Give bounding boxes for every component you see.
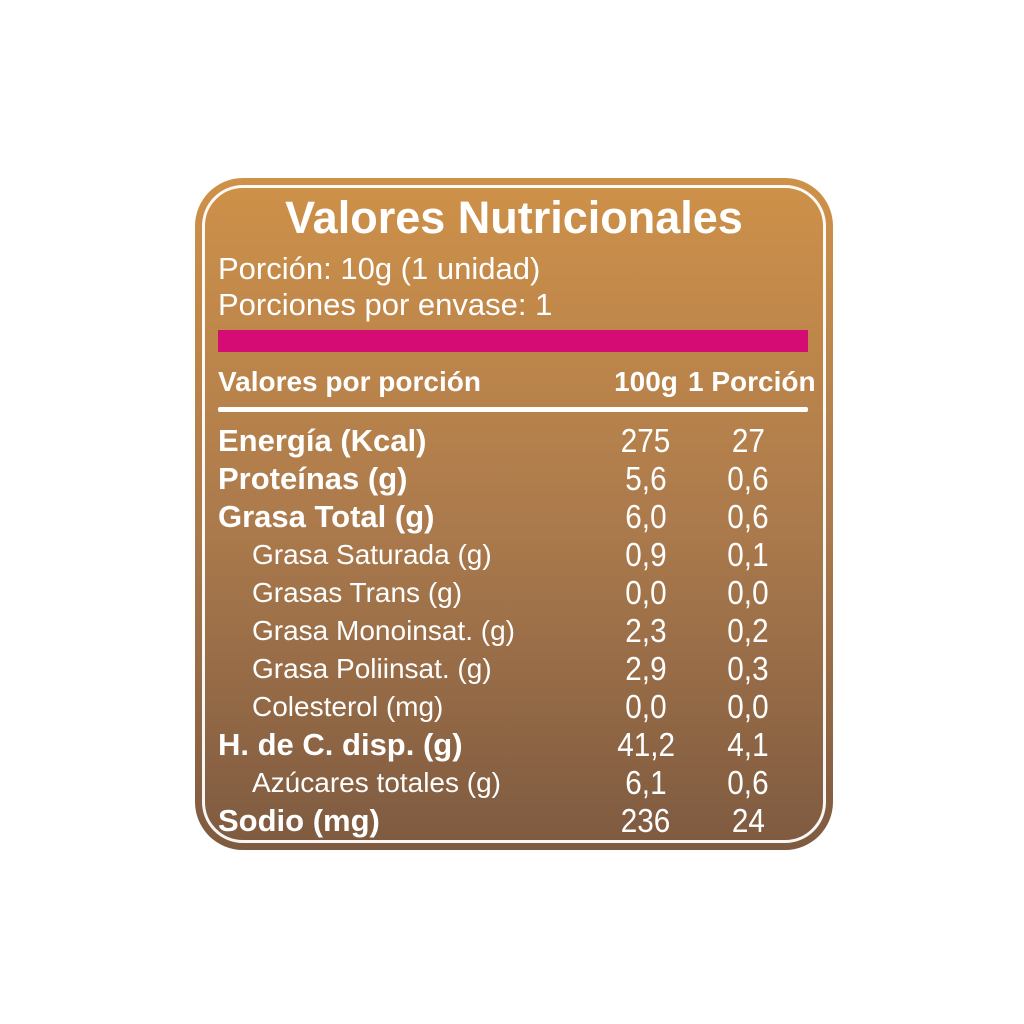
table-body: Energía (Kcal) 275 27 Proteínas (g) 5,6 0,6 Gr…: [218, 422, 808, 840]
value-text: 0,6: [727, 764, 769, 801]
nutrient-row: Grasas Trans (g) 0,0 0,0: [218, 574, 808, 612]
value-text: 27: [731, 422, 765, 459]
nutrient-name: Azúcares totales (g): [252, 767, 501, 798]
nutrient-row: Grasa Monoinsat. (g) 2,3 0,2: [218, 612, 808, 650]
nutrient-value-100g: 275: [604, 422, 688, 460]
value-text: 4,1: [727, 726, 769, 763]
value-text: 0,0: [625, 688, 667, 725]
nutrient-value-100g: 2,3: [604, 612, 688, 650]
nutrient-value-portion: 24: [688, 802, 808, 840]
value-text: 275: [621, 422, 671, 459]
nutrient-value-100g: 0,9: [604, 536, 688, 574]
nutrient-value-portion: 0,6: [688, 460, 808, 498]
value-text: 0,0: [625, 574, 667, 611]
table-header-label: Valores por porción: [218, 366, 481, 397]
value-text: 6,1: [625, 764, 667, 801]
nutrient-value-portion: 0,0: [688, 574, 808, 612]
value-text: 0,2: [727, 612, 769, 649]
nutrient-value-100g: 0,0: [604, 688, 688, 726]
nutrient-row: Grasa Poliinsat. (g) 2,9 0,3: [218, 650, 808, 688]
value-text: 24: [731, 802, 765, 839]
nutrient-name: Grasa Poliinsat. (g): [252, 653, 492, 684]
nutrient-row: Grasa Total (g) 6,0 0,6: [218, 498, 808, 536]
nutrient-name: Proteínas (g): [218, 461, 408, 496]
nutrition-table: Valores por porción 100g 1 Porción Energ…: [195, 366, 833, 840]
nutrient-value-portion: 0,1: [688, 536, 808, 574]
value-text: 0,6: [727, 460, 769, 497]
nutrient-name: H. de C. disp. (g): [218, 727, 463, 762]
nutrient-name: Energía (Kcal): [218, 423, 427, 458]
servings-per-container-line: Porciones por envase: 1: [218, 287, 553, 322]
value-text: 6,0: [625, 498, 667, 535]
value-text: 0,0: [727, 688, 769, 725]
nutrient-row: Colesterol (mg) 0,0 0,0: [218, 688, 808, 726]
value-text: 5,6: [625, 460, 667, 497]
serving-info: Porción: 10g (1 unidad) Porciones por en…: [195, 242, 833, 323]
nutrient-row: Sodio (mg) 236 24: [218, 802, 808, 840]
nutrient-value-100g: 5,6: [604, 460, 688, 498]
value-text: 0,0: [727, 574, 769, 611]
nutrient-name: Colesterol (mg): [252, 691, 444, 722]
nutrient-name: Grasa Saturada (g): [252, 539, 492, 570]
nutrient-name: Grasa Monoinsat. (g): [252, 615, 515, 646]
nutrient-value-100g: 0,0: [604, 574, 688, 612]
nutrient-name: Grasa Total (g): [218, 499, 435, 534]
nutrient-value-portion: 27: [688, 422, 808, 460]
value-text: 2,9: [625, 650, 667, 687]
value-text: 0,9: [625, 536, 667, 573]
nutrient-value-100g: 6,0: [604, 498, 688, 536]
nutrient-row: Grasa Saturada (g) 0,9 0,1: [218, 536, 808, 574]
nutrient-row: Proteínas (g) 5,6 0,6: [218, 460, 808, 498]
nutrient-value-portion: 4,1: [688, 726, 808, 764]
nutrient-value-100g: 2,9: [604, 650, 688, 688]
nutrient-value-portion: 0,3: [688, 650, 808, 688]
table-header-col-portion: 1 Porción: [688, 366, 816, 397]
value-text: 0,3: [727, 650, 769, 687]
nutrient-value-portion: 0,6: [688, 498, 808, 536]
nutrient-value-portion: 0,6: [688, 764, 808, 802]
nutrition-label-card: Valores Nutricionales Porción: 10g (1 un…: [195, 178, 833, 850]
nutrient-row: H. de C. disp. (g) 41,2 4,1: [218, 726, 808, 764]
value-text: 236: [621, 802, 671, 839]
nutrient-value-100g: 6,1: [604, 764, 688, 802]
nutrient-row: Energía (Kcal) 275 27: [218, 422, 808, 460]
nutrient-name: Sodio (mg): [218, 803, 380, 838]
table-header-col-100g: 100g: [614, 366, 678, 397]
nutrient-value-portion: 0,0: [688, 688, 808, 726]
header-divider: [218, 407, 808, 412]
nutrient-value-portion: 0,2: [688, 612, 808, 650]
nutrient-name: Grasas Trans (g): [252, 577, 463, 608]
table-header-row: Valores por porción 100g 1 Porción: [218, 366, 816, 398]
nutrient-value-100g: 236: [604, 802, 688, 840]
value-text: 0,6: [727, 498, 769, 535]
value-text: 41,2: [617, 726, 675, 763]
label-title: Valores Nutricionales: [285, 192, 743, 243]
nutrient-value-100g: 41,2: [604, 726, 688, 764]
value-text: 2,3: [625, 612, 667, 649]
accent-bar: [218, 330, 808, 352]
serving-size-line: Porción: 10g (1 unidad): [218, 251, 541, 286]
nutrient-row: Azúcares totales (g) 6,1 0,6: [218, 764, 808, 802]
value-text: 0,1: [727, 536, 769, 573]
